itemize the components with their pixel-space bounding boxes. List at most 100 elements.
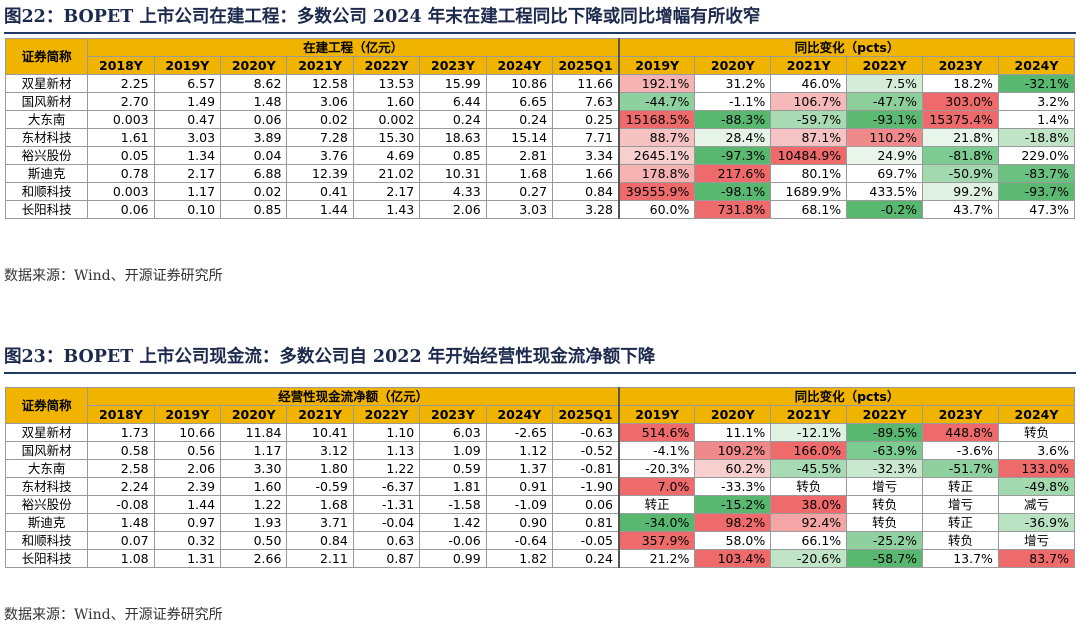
yoy-cell: 106.7%: [770, 92, 848, 111]
yoy-cell: -93.1%: [846, 110, 924, 129]
value-cell: 1.68: [286, 495, 354, 514]
yoy-cell: 11.1%: [694, 423, 772, 442]
value-cell: 10.41: [286, 423, 354, 442]
group-header-yoy: 同比变化（pcts）: [618, 387, 1075, 406]
group-header-values: 经营性现金流净额（亿元）: [87, 387, 620, 406]
value-cell: 1.22: [352, 459, 421, 478]
yoy-cell: -4.1%: [618, 441, 696, 460]
yoy-cell: 514.6%: [618, 423, 696, 442]
value-cell: 3.03: [485, 200, 554, 219]
value-cell: 2.17: [352, 182, 421, 201]
yoy-cell: 229.0%: [997, 146, 1076, 165]
group-header-values: 在建工程（亿元）: [87, 38, 620, 57]
value-cell: 2.24: [87, 477, 155, 496]
value-cell: 2.06: [419, 200, 487, 219]
yoy-cell: 98.2%: [694, 513, 772, 532]
value-cell: 1.31: [153, 549, 222, 568]
value-cell: 1.49: [153, 92, 222, 111]
yoy-cell: -20.6%: [770, 549, 848, 568]
value-cell: 1.61: [87, 128, 155, 147]
yoy-cell: -98.1%: [694, 182, 772, 201]
year-header: 2023Y: [419, 405, 487, 424]
yoy-cell: 731.8%: [694, 200, 772, 219]
value-cell: 0.06: [552, 495, 620, 514]
year-header: 2022Y: [352, 56, 421, 75]
value-cell: 11.66: [552, 74, 620, 93]
value-cell: 0.003: [87, 182, 155, 201]
company-name: 裕兴股份: [4, 495, 89, 514]
yoy-cell: 103.4%: [694, 549, 772, 568]
value-cell: 2.81: [485, 146, 554, 165]
yoy-cell: -83.7%: [997, 164, 1076, 183]
value-cell: 0.56: [153, 441, 222, 460]
year-header: 2025Q1: [552, 56, 620, 75]
value-cell: 0.06: [87, 200, 155, 219]
value-cell: 1.60: [220, 477, 288, 496]
yoy-cell: 21.8%: [922, 128, 999, 147]
value-cell: 1.22: [220, 495, 288, 514]
value-cell: 1.68: [485, 164, 554, 183]
yoy-cell: 24.9%: [846, 146, 924, 165]
yoy-cell: 46.0%: [770, 74, 848, 93]
yoy-cell: -34.0%: [618, 513, 696, 532]
yoy-cell: -51.7%: [922, 459, 999, 478]
value-cell: 0.24: [552, 549, 620, 568]
value-cell: 0.58: [87, 441, 155, 460]
yoy-cell: 68.1%: [770, 200, 848, 219]
value-cell: 1.48: [220, 92, 288, 111]
value-cell: -0.59: [286, 477, 354, 496]
value-cell: 1.80: [286, 459, 354, 478]
company-name: 大东南: [4, 110, 89, 129]
year-header: 2019Y: [153, 405, 222, 424]
yoy-cell: -49.8%: [997, 477, 1076, 496]
table-row: 东材科技 2.24 2.39 1.60 -0.59 -6.37 1.81 0.91 -1.90 7…: [4, 477, 1076, 496]
yoy-cell: 转正: [618, 495, 696, 514]
company-name: 长阳科技: [4, 549, 89, 568]
value-cell: 0.99: [419, 549, 487, 568]
value-cell: 0.63: [352, 531, 421, 550]
value-cell: 0.97: [153, 513, 222, 532]
group-header-yoy: 同比变化（pcts）: [618, 38, 1075, 57]
yoy-cell: 88.7%: [618, 128, 696, 147]
value-cell: -0.64: [485, 531, 554, 550]
value-cell: -0.08: [87, 495, 155, 514]
yoy-cell: 3.6%: [997, 441, 1076, 460]
year-header: 2023Y: [419, 56, 487, 75]
value-cell: 12.39: [286, 164, 354, 183]
yoy-year-header: 2020Y: [694, 405, 772, 424]
value-cell: -0.52: [552, 441, 620, 460]
table-row: 和顺科技 0.07 0.32 0.50 0.84 0.63 -0.06 -0.64 -0.05 3…: [4, 531, 1076, 550]
company-name: 国风新材: [4, 441, 89, 460]
yoy-cell: 18.2%: [922, 74, 999, 93]
yoy-cell: 15375.4%: [922, 110, 999, 129]
value-cell: 15.99: [419, 74, 487, 93]
yoy-cell: 109.2%: [694, 441, 772, 460]
value-cell: 1.66: [552, 164, 620, 183]
year-header: 2020Y: [220, 405, 288, 424]
value-cell: 2.06: [153, 459, 222, 478]
yoy-cell: 减亏: [997, 495, 1076, 514]
value-cell: 1.60: [352, 92, 421, 111]
value-cell: 0.78: [87, 164, 155, 183]
yoy-cell: 1.4%: [997, 110, 1076, 129]
company-name: 东材科技: [4, 128, 89, 147]
year-header: 2021Y: [286, 405, 354, 424]
yoy-cell: 80.1%: [770, 164, 848, 183]
table-row: 大东南 0.003 0.47 0.06 0.02 0.002 0.24 0.24 0.25 151…: [4, 110, 1076, 129]
corner-header: 证券简称: [4, 387, 89, 424]
yoy-cell: 转正: [922, 477, 999, 496]
value-cell: 2.39: [153, 477, 222, 496]
year-header: 2020Y: [220, 56, 288, 75]
table-row: 斯迪克 1.48 0.97 1.93 3.71 -0.04 1.42 0.90 0.81 -34.…: [4, 513, 1076, 532]
value-cell: 1.17: [220, 441, 288, 460]
yoy-cell: -1.1%: [694, 92, 772, 111]
yoy-cell: 转负: [846, 495, 924, 514]
yoy-cell: -25.2%: [846, 531, 924, 550]
yoy-cell: 39555.9%: [618, 182, 696, 201]
value-cell: 6.88: [220, 164, 288, 183]
yoy-cell: -18.8%: [997, 128, 1076, 147]
value-cell: 2.17: [153, 164, 222, 183]
yoy-cell: -44.7%: [618, 92, 696, 111]
value-cell: -1.31: [352, 495, 421, 514]
yoy-cell: 303.0%: [922, 92, 999, 111]
